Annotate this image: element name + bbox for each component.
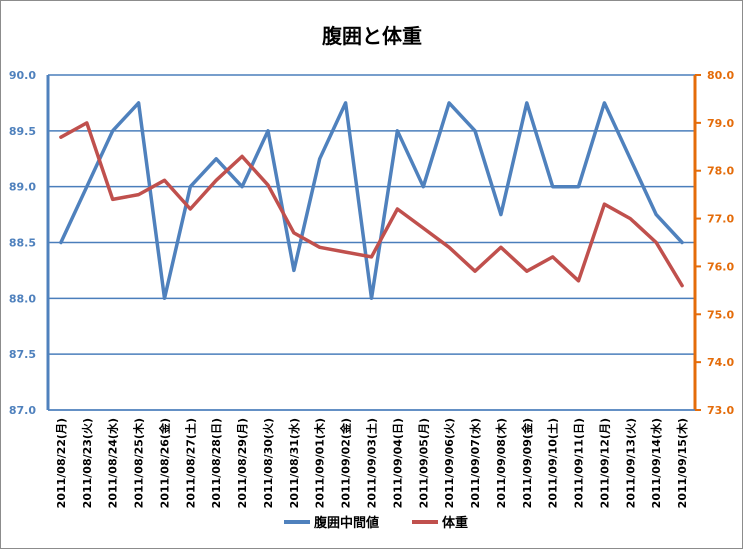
x-tick-label: 2011/08/30(火) bbox=[262, 418, 275, 508]
right-tick-label: 77.0 bbox=[707, 213, 734, 226]
left-tick-label: 90.0 bbox=[9, 69, 36, 82]
x-tick-label: 2011/09/15(木) bbox=[675, 418, 689, 508]
legend: 腹囲中間値 体重 bbox=[284, 515, 468, 531]
x-tick-label: 2011/08/28(日) bbox=[210, 418, 223, 508]
right-tick-label: 76.0 bbox=[707, 260, 734, 273]
right-tick-label: 79.0 bbox=[707, 117, 734, 130]
x-tick-label: 2011/09/02(金) bbox=[339, 418, 353, 508]
x-tick-label: 2011/08/26(金) bbox=[157, 418, 171, 508]
x-tick-label: 2011/08/22(月) bbox=[55, 418, 68, 508]
right-tick-label: 75.0 bbox=[707, 308, 734, 321]
left-tick-label: 88.5 bbox=[9, 237, 36, 250]
x-tick-label: 2011/09/11(日) bbox=[573, 418, 586, 508]
x-tick-label: 2011/08/31(水) bbox=[287, 418, 301, 508]
series-line-1 bbox=[59, 121, 684, 288]
left-tick-label: 89.0 bbox=[9, 181, 36, 194]
left-tick-label: 88.0 bbox=[9, 292, 36, 305]
left-tick-label: 89.5 bbox=[9, 125, 36, 138]
x-tick-label: 2011/09/04(日) bbox=[391, 418, 404, 508]
series-line-0 bbox=[59, 101, 684, 301]
x-tick-label: 2011/09/12(月) bbox=[598, 418, 611, 508]
right-tick-label: 73.0 bbox=[707, 404, 734, 417]
x-tick-label: 2011/09/14(水) bbox=[649, 418, 663, 508]
x-tick-label: 2011/08/29(月) bbox=[236, 418, 249, 508]
right-tick-label: 80.0 bbox=[707, 69, 734, 82]
x-tick-label: 2011/09/07(水) bbox=[468, 418, 482, 508]
left-axis-ticks: 87.0 87.5 88.0 88.5 89.0 89.5 90.0 bbox=[9, 69, 36, 417]
x-axis-ticks: 2011/08/22(月) 2011/08/23(火) 2011/08/24(水) 2… bbox=[55, 418, 689, 508]
x-tick-label: 2011/09/01(木) bbox=[313, 418, 327, 508]
right-tick-label: 74.0 bbox=[707, 356, 734, 369]
x-tick-label: 2011/09/10(土) bbox=[546, 418, 560, 508]
x-tick-label: 2011/09/13(火) bbox=[624, 418, 637, 508]
x-tick-label: 2011/08/23(火) bbox=[81, 418, 94, 508]
chart-title: 腹囲と体重 bbox=[322, 24, 422, 48]
x-tick-label: 2011/09/06(火) bbox=[443, 418, 456, 508]
x-tick-label: 2011/08/25(木) bbox=[132, 418, 146, 508]
legend-label-0: 腹囲中間値 bbox=[314, 515, 379, 531]
x-tick-label: 2011/08/27(土) bbox=[183, 418, 197, 508]
legend-label-1: 体重 bbox=[442, 515, 468, 531]
x-tick-label: 2011/09/03(土) bbox=[365, 418, 379, 508]
x-tick-label: 2011/09/08(木) bbox=[494, 418, 508, 508]
series bbox=[59, 101, 684, 301]
x-tick-label: 2011/09/05(月) bbox=[417, 418, 430, 508]
left-tick-label: 87.0 bbox=[9, 404, 36, 417]
x-tick-label: 2011/08/24(水) bbox=[106, 418, 120, 508]
left-tick-label: 87.5 bbox=[9, 348, 36, 361]
axes bbox=[46, 75, 697, 411]
x-tick-label: 2011/09/09(金) bbox=[520, 418, 534, 508]
right-tick-label: 78.0 bbox=[707, 165, 734, 178]
right-axis-ticks: 73.0 74.0 75.0 76.0 77.0 78.0 79.0 80.0 bbox=[695, 69, 734, 417]
